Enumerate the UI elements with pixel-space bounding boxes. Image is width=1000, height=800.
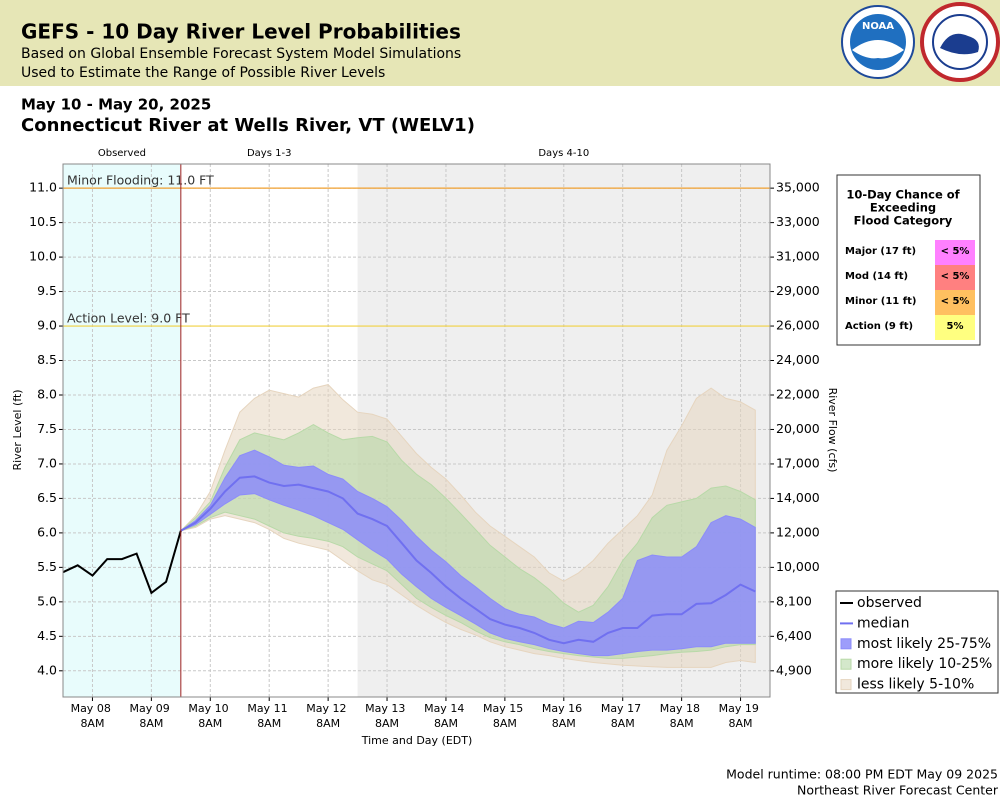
flood-chance-cell [935,240,975,265]
legend-label: most likely 25-75% [857,636,991,652]
y2-tick-label: 29,000 [776,283,820,298]
y2-tick-label: 20,000 [776,421,820,436]
y-tick-label: 9.0 [37,318,57,333]
x-tick-label: May 19 8AM [719,702,763,730]
flood-chance: 5% [947,321,964,332]
flood-category: Action (9 ft) [845,321,913,332]
x-axis-label: Time and Day (EDT) [361,734,473,747]
flood-chance: < 5% [941,271,970,282]
y2-tick-label: 26,000 [776,318,820,333]
y2-tick-label: 33,000 [776,214,820,229]
flood-table-title: 10-Day Chance of [846,188,960,202]
x-tick-label: May 12 8AM [306,702,350,730]
date-range: May 10 - May 20, 2025 [21,96,211,114]
threshold-label: Minor Flooding: 11.0 FT [67,173,214,188]
flood-category: Minor (11 ft) [845,296,916,307]
header-title: GEFS - 10 Day River Level Probabilities [21,20,461,44]
flood-table-title: Flood Category [854,214,953,228]
flood-category: Mod (14 ft) [845,271,908,282]
y2-tick-label: 31,000 [776,249,820,264]
y2-tick-label: 35,000 [776,180,820,195]
legend-box [835,590,999,694]
header-band [0,0,1000,86]
y2-tick-label: 24,000 [776,352,820,367]
nws-logo [920,2,1000,82]
period-background [63,164,181,697]
x-tick-label: May 11 8AM [247,702,291,730]
y-tick-label: 5.0 [37,593,57,608]
period-label: Days 4-10 [538,148,589,159]
header-subtitle: Based on Global Ensemble Forecast System… [21,46,461,62]
x-tick-label: May 16 8AM [542,702,586,730]
flood-category: Major (17 ft) [845,246,916,257]
y-tick-label: 5.5 [37,559,57,574]
period-label: Days 1-3 [247,148,291,159]
y2-tick-label: 22,000 [776,386,820,401]
y2-tick-label: 10,000 [776,559,820,574]
y-tick-label: 10.5 [29,214,57,229]
y-tick-label: 6.0 [37,524,57,539]
y-tick-label: 4.5 [37,628,57,643]
x-tick-label: May 08 8AM [71,702,115,730]
threshold-label: Action Level: 9.0 FT [67,311,190,326]
x-tick-label: May 09 8AM [130,702,174,730]
x-tick-label: May 15 8AM [483,702,527,730]
header-subtitle: Used to Estimate the Range of Possible R… [21,65,385,81]
period-label: Observed [98,148,146,159]
y-tick-label: 7.0 [37,455,57,470]
flood-chance: < 5% [941,246,970,257]
y2-tick-label: 14,000 [776,490,820,505]
x-tick-label: May 17 8AM [601,702,645,730]
plot-frame [62,163,771,698]
chart-title: Connecticut River at Wells River, VT (WE… [21,115,475,136]
y-tick-label: 9.5 [37,283,57,298]
legend-label: more likely 10-25% [857,656,992,672]
legend-swatch [840,658,852,670]
footer-text: Model runtime: 08:00 PM EDT May 09 2025 [726,767,998,782]
flood-chance-cell [935,265,975,290]
x-tick-label: May 13 8AM [365,702,409,730]
x-tick-label: May 18 8AM [660,702,704,730]
legend-label: median [857,615,909,631]
y-tick-label: 4.0 [37,662,57,677]
y-tick-label: 10.0 [29,249,57,264]
flood-table-title: Exceeding [870,201,936,215]
median-line [180,475,756,645]
x-tick-label: May 10 8AM [188,702,232,730]
flood-chance-cell [935,315,975,340]
flood-chance-cell [935,290,975,315]
y-tick-label: 7.5 [37,421,57,436]
legend-swatch [840,679,852,691]
flood-chance: < 5% [941,296,970,307]
y2-tick-label: 6,400 [776,628,812,643]
y-axis-label: River Level (ft) [11,389,24,470]
y2-tick-label: 4,900 [776,662,812,677]
legend-label: observed [857,595,922,611]
y2-tick-label: 12,000 [776,524,820,539]
y-tick-label: 8.0 [37,386,57,401]
y2-tick-label: 8,100 [776,593,812,608]
y-tick-label: 6.5 [37,490,57,505]
noaa-logo: NOAA [841,5,915,79]
probability-band [180,449,756,657]
y2-axis-label: River Flow (cfs) [826,388,839,473]
y-tick-label: 11.0 [29,180,57,195]
footer-text: Northeast River Forecast Center [797,783,999,798]
observed-line [62,530,182,595]
y2-tick-label: 17,000 [776,455,820,470]
legend: observed median most likely 25-75% more lik… [835,590,999,694]
legend-swatch [840,638,852,650]
y-tick-label: 8.5 [37,352,57,367]
x-tick-label: May 14 8AM [424,702,468,730]
legend-label: less likely 5-10% [857,677,974,693]
logo-text: NOAA [862,21,894,32]
